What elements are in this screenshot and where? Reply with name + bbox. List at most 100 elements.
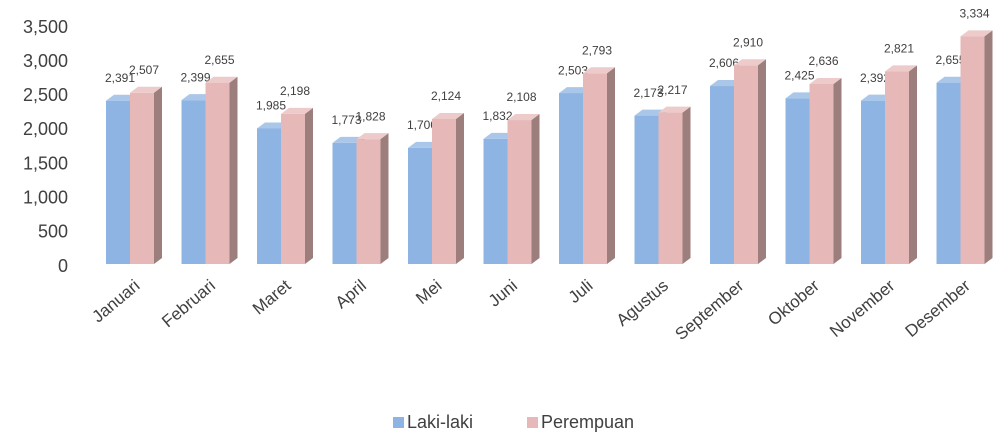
bar-front bbox=[809, 83, 834, 264]
value-label: 2,606 bbox=[709, 56, 739, 70]
bar bbox=[356, 133, 389, 264]
bar-side bbox=[833, 77, 842, 264]
bar bbox=[583, 67, 615, 264]
bar bbox=[281, 107, 313, 265]
x-tick-label: Juni bbox=[485, 276, 521, 311]
bar-side bbox=[758, 59, 766, 264]
bar-top bbox=[432, 112, 464, 119]
y-tick-label: 0 bbox=[58, 256, 68, 276]
bar-front bbox=[658, 112, 683, 265]
bar-front bbox=[634, 115, 659, 264]
bar-side bbox=[229, 76, 238, 264]
x-tick-label: Maret bbox=[249, 276, 295, 319]
bar-side bbox=[909, 65, 917, 264]
x-tick-label: Agustus bbox=[613, 276, 672, 330]
legend-swatch bbox=[527, 417, 538, 428]
value-label: 2,173 bbox=[633, 86, 663, 100]
value-label: 1,985 bbox=[256, 99, 286, 113]
bar-side bbox=[305, 107, 313, 265]
bar-top bbox=[885, 65, 917, 72]
value-label: 2,391 bbox=[105, 71, 135, 85]
bar-side bbox=[682, 106, 691, 265]
x-tick-label: Februari bbox=[158, 276, 219, 331]
value-label: 2,108 bbox=[506, 90, 536, 104]
value-label: 2,124 bbox=[431, 89, 461, 103]
bar-side bbox=[154, 86, 162, 265]
bar bbox=[734, 59, 766, 264]
bar-front bbox=[432, 118, 456, 264]
bar-front bbox=[710, 86, 734, 265]
bar-top bbox=[130, 86, 162, 93]
legend-label: Laki-laki bbox=[407, 412, 473, 432]
value-label: 2,636 bbox=[808, 54, 838, 68]
bar bbox=[658, 106, 691, 265]
bar-front bbox=[559, 93, 583, 264]
bar-front bbox=[734, 65, 758, 264]
value-label: 1,832 bbox=[482, 109, 512, 123]
bar bbox=[130, 86, 162, 265]
x-tick-label: April bbox=[332, 276, 370, 312]
bar-front bbox=[936, 82, 961, 264]
value-label: 2,821 bbox=[884, 42, 914, 56]
bar-front bbox=[106, 100, 130, 265]
bar-side bbox=[607, 67, 615, 264]
bar-front bbox=[205, 82, 230, 264]
bar-top bbox=[583, 67, 615, 74]
value-label: 2,910 bbox=[733, 35, 763, 49]
x-tick-label: November bbox=[826, 276, 899, 341]
bar bbox=[507, 114, 540, 264]
bar-front bbox=[483, 138, 508, 264]
x-tick-label: Oktober bbox=[764, 276, 823, 330]
value-label: 2,399 bbox=[180, 70, 210, 84]
y-tick-label: 1,500 bbox=[23, 153, 68, 173]
y-tick-label: 2,500 bbox=[23, 85, 68, 105]
bar-top bbox=[658, 106, 691, 113]
value-label: 2,655 bbox=[204, 53, 234, 67]
bar bbox=[432, 112, 464, 264]
bar-side bbox=[984, 30, 993, 264]
bar-front bbox=[181, 100, 206, 264]
legend-swatch bbox=[393, 417, 404, 428]
value-label: 1,773 bbox=[331, 113, 361, 127]
y-tick-label: 3,500 bbox=[23, 17, 68, 37]
bar-side bbox=[531, 114, 540, 264]
bar-top bbox=[356, 133, 389, 140]
bar bbox=[809, 77, 842, 264]
value-label: 2,425 bbox=[784, 69, 814, 83]
value-label: 1,700 bbox=[407, 118, 437, 132]
bar bbox=[960, 30, 993, 264]
bar-front bbox=[130, 92, 154, 265]
bar-side bbox=[456, 112, 464, 264]
bar-front bbox=[885, 71, 909, 264]
value-label: 2,217 bbox=[657, 83, 687, 97]
value-label: 2,503 bbox=[558, 63, 588, 77]
y-tick-label: 1,000 bbox=[23, 187, 68, 207]
bar-top bbox=[960, 30, 993, 37]
bar-front bbox=[281, 113, 305, 265]
bar-top bbox=[281, 107, 313, 114]
bar-front bbox=[785, 98, 810, 265]
bar-top bbox=[809, 77, 842, 84]
bar-top bbox=[507, 114, 540, 121]
bar-front bbox=[257, 128, 281, 264]
legend-label: Perempuan bbox=[541, 412, 634, 432]
bar bbox=[885, 65, 917, 264]
bar-front bbox=[960, 36, 985, 264]
bar bbox=[205, 76, 238, 264]
value-label: 2,392 bbox=[860, 71, 890, 85]
bar-front bbox=[583, 73, 607, 264]
x-tick-label: Mei bbox=[412, 276, 445, 308]
bar-front bbox=[408, 147, 432, 264]
x-tick-label: September bbox=[672, 276, 748, 344]
y-tick-label: 3,000 bbox=[23, 51, 68, 71]
value-label: 3,334 bbox=[959, 7, 989, 21]
bar-side bbox=[380, 133, 389, 264]
bar-front bbox=[332, 142, 357, 264]
y-tick-label: 2,000 bbox=[23, 119, 68, 139]
y-tick-label: 500 bbox=[38, 222, 68, 242]
value-label: 2,793 bbox=[582, 43, 612, 57]
value-label: 2,507 bbox=[129, 63, 159, 77]
x-tick-label: Januari bbox=[89, 276, 144, 326]
bar-top bbox=[734, 59, 766, 66]
